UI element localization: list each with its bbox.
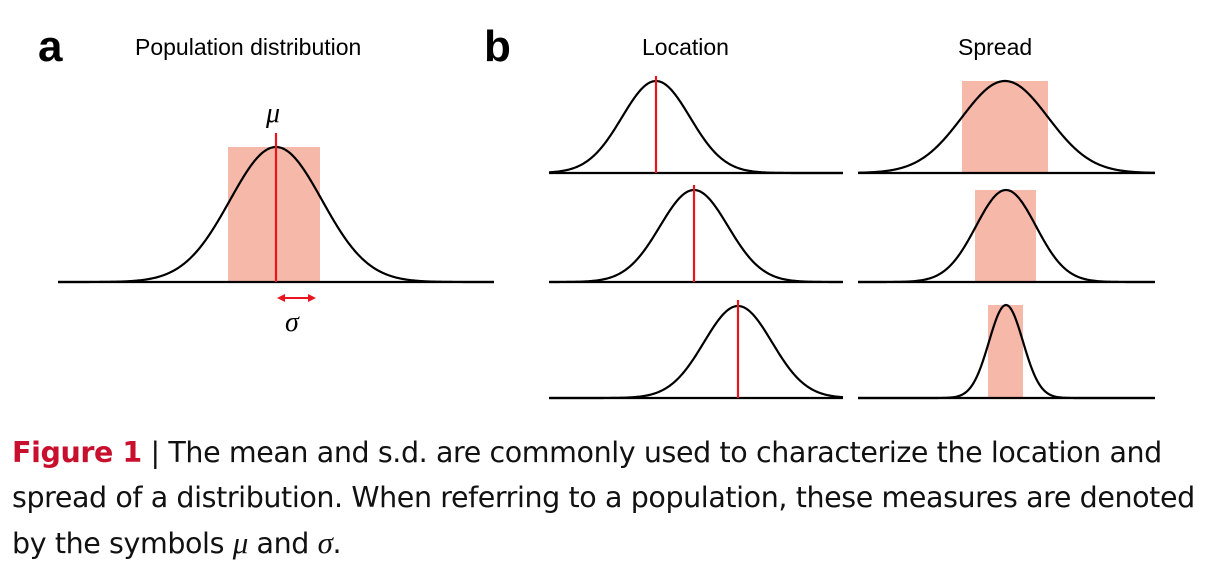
figure-label: Figure 1 bbox=[12, 436, 142, 469]
spread-plot-3 bbox=[858, 303, 1155, 400]
panel-a-title: Population distribution bbox=[135, 34, 361, 60]
sigma-label: σ bbox=[285, 307, 300, 338]
sd-box bbox=[975, 190, 1036, 282]
panel-b: b Location Spread bbox=[484, 22, 1156, 400]
location-curve-3 bbox=[549, 304, 844, 400]
spread-curve-2 bbox=[858, 188, 1155, 284]
location-curve-1 bbox=[548, 79, 843, 175]
location-plot-1 bbox=[548, 76, 843, 175]
sd-box bbox=[962, 81, 1048, 173]
figure-illustration: a Population distribution μ σ b Location… bbox=[38, 22, 1156, 400]
mu-label: μ bbox=[265, 98, 280, 129]
panel-a: a Population distribution μ σ bbox=[38, 22, 494, 338]
caption-mu-symbol: μ bbox=[232, 525, 249, 560]
spread-title: Spread bbox=[958, 34, 1032, 60]
spread-plot-2 bbox=[858, 188, 1155, 284]
figure-caption: Figure 1 | The mean and s.d. are commonl… bbox=[12, 430, 1202, 566]
caption-sigma-symbol: σ bbox=[317, 525, 333, 560]
location-curve-2 bbox=[549, 188, 843, 284]
caption-end: . bbox=[332, 527, 342, 560]
location-plot-2 bbox=[549, 185, 843, 284]
location-plot-3 bbox=[549, 300, 844, 400]
sd-box bbox=[988, 305, 1023, 398]
sd-box bbox=[228, 147, 320, 282]
spread-curve-3 bbox=[858, 303, 1155, 400]
caption-separator: | bbox=[141, 436, 169, 469]
location-title: Location bbox=[642, 34, 729, 60]
panel-b-letter: b bbox=[484, 22, 511, 71]
caption-text: The mean and s.d. are commonly used to c… bbox=[12, 436, 1195, 560]
panel-a-letter: a bbox=[38, 22, 63, 71]
spread-plot-1 bbox=[857, 79, 1156, 175]
caption-and: and bbox=[247, 527, 318, 560]
spread-curve-1 bbox=[857, 79, 1156, 174]
